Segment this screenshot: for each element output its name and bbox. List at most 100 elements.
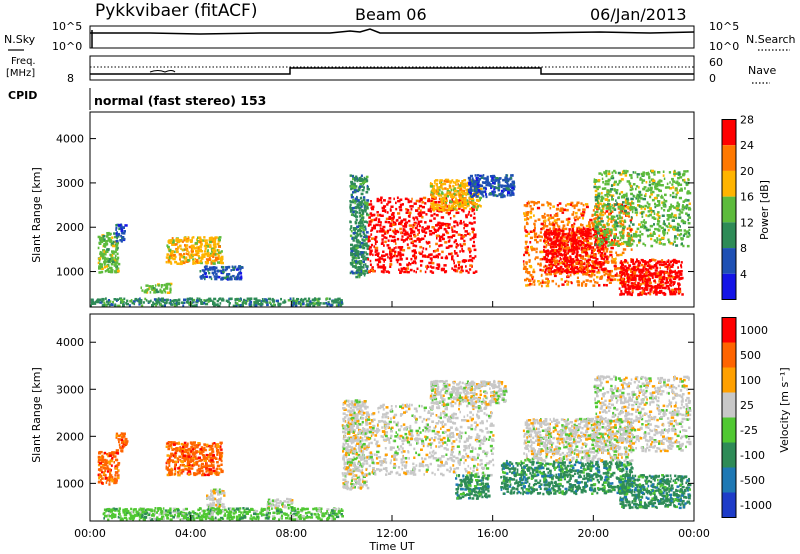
- power-echo-cell: [686, 213, 690, 217]
- power-echo-region: [349, 174, 370, 279]
- power-echo-cell: [577, 236, 580, 239]
- power-echo-cell: [655, 287, 659, 290]
- power-echo-cell: [559, 245, 562, 248]
- power-echo-cell: [376, 252, 380, 255]
- power-echo-cell: [383, 260, 385, 263]
- power-echo-cell: [475, 176, 478, 180]
- power-echo-cell: [667, 216, 671, 219]
- power-echo-cell: [438, 208, 442, 212]
- power-echo-cell: [544, 256, 546, 259]
- power-echo-cell: [98, 259, 101, 262]
- power-echo-cell: [541, 279, 544, 282]
- power-echo-cell: [203, 299, 206, 302]
- power-echo-cell: [349, 174, 353, 177]
- power-echo-cell: [463, 186, 466, 189]
- power-echo-cell: [668, 271, 672, 275]
- power-echo-cell: [547, 232, 551, 235]
- power-echo-cell: [145, 299, 148, 302]
- power-echo-cell: [575, 229, 578, 232]
- power-echo-cell: [502, 195, 506, 198]
- power-echo-cell: [101, 300, 104, 303]
- power-echo-cell: [615, 191, 618, 194]
- power-echo-cell: [355, 271, 358, 274]
- power-echo-cell: [632, 278, 636, 282]
- power-echo-cell: [565, 208, 569, 212]
- power-echo-cell: [193, 247, 197, 250]
- power-echo-cell: [208, 244, 212, 247]
- power-echo-cell: [551, 248, 554, 252]
- power-echo-cell: [355, 237, 358, 241]
- power-echo-cell: [607, 178, 611, 182]
- power-echo-cell: [358, 209, 361, 212]
- power-echo-cell: [678, 290, 682, 293]
- power-echo-cell: [246, 297, 251, 300]
- power-echo-cell: [418, 211, 422, 214]
- power-echo-cell: [93, 302, 97, 305]
- power-echo-cell: [460, 204, 465, 207]
- power-echo-cell: [404, 223, 408, 227]
- power-echo-cell: [613, 225, 617, 229]
- power-echo-cell: [433, 196, 437, 200]
- power-echo-cell: [641, 205, 645, 209]
- power-echo-cell: [601, 268, 604, 272]
- power-echo-cell: [676, 180, 679, 183]
- power-echo-cell: [389, 252, 393, 255]
- power-echo-cell: [598, 244, 602, 247]
- power-echo-cell: [336, 301, 339, 304]
- power-echo-cell: [533, 283, 536, 286]
- power-echo-cell: [469, 192, 472, 195]
- power-echo-cell: [220, 255, 224, 259]
- power-echo-cell: [352, 249, 356, 252]
- power-echo-cell: [672, 281, 676, 284]
- power-echo-cell: [221, 299, 225, 302]
- power-echo-cell: [174, 243, 178, 246]
- power-echo-cell: [380, 214, 384, 217]
- power-echo-cell: [560, 245, 564, 249]
- power-echo-cell: [580, 229, 583, 232]
- power-echo-cell: [196, 253, 199, 257]
- power-echo-cell: [538, 235, 542, 238]
- power-echo-cell: [477, 199, 480, 203]
- power-echo-cell: [137, 298, 140, 301]
- power-echo-cell: [203, 270, 206, 273]
- power-echo-cell: [626, 293, 629, 296]
- power-echo-cell: [218, 236, 222, 239]
- power-echo-cell: [602, 263, 605, 266]
- power-echo-cell: [629, 205, 634, 209]
- power-echo-cell: [185, 240, 189, 243]
- power-echo-cell: [650, 286, 654, 289]
- power-echo-cell: [525, 284, 528, 287]
- power-echo-cell: [204, 272, 207, 276]
- power-echo-cell: [621, 195, 625, 198]
- power-echo-cell: [406, 243, 409, 246]
- power-echo-cell: [564, 259, 568, 262]
- power-echo-cell: [578, 270, 581, 273]
- power-echo-cell: [459, 270, 463, 274]
- power-echo-cell: [491, 185, 494, 188]
- power-echo-cell: [584, 284, 587, 287]
- power-echo-cell: [370, 229, 372, 232]
- power-echo-cell: [368, 216, 371, 219]
- power-echo-cell: [401, 203, 404, 206]
- power-echo-cell: [382, 225, 386, 229]
- power-echo-cell: [533, 222, 536, 226]
- power-echo-cell: [359, 176, 362, 179]
- power-echo-cell: [213, 240, 217, 243]
- power-echo-cell: [549, 245, 552, 248]
- power-echo-cell: [395, 201, 397, 205]
- power-echo-cell: [349, 210, 353, 213]
- power-echo-cell: [594, 217, 598, 220]
- power-echo-cell: [305, 300, 308, 303]
- power-echo-cell: [608, 281, 612, 284]
- power-echo-cell: [657, 260, 661, 263]
- power-echo-cell: [203, 266, 206, 269]
- power-echo-cell: [669, 181, 671, 184]
- power-echo-cell: [406, 236, 409, 239]
- power-echo-cell: [680, 189, 683, 192]
- power-echo-cell: [436, 237, 438, 240]
- power-echo-cell: [653, 212, 656, 215]
- power-echo-cell: [116, 246, 119, 250]
- power-echo-cell: [567, 280, 570, 284]
- power-echo-cell: [504, 188, 508, 192]
- power-echo-cell: [485, 187, 487, 191]
